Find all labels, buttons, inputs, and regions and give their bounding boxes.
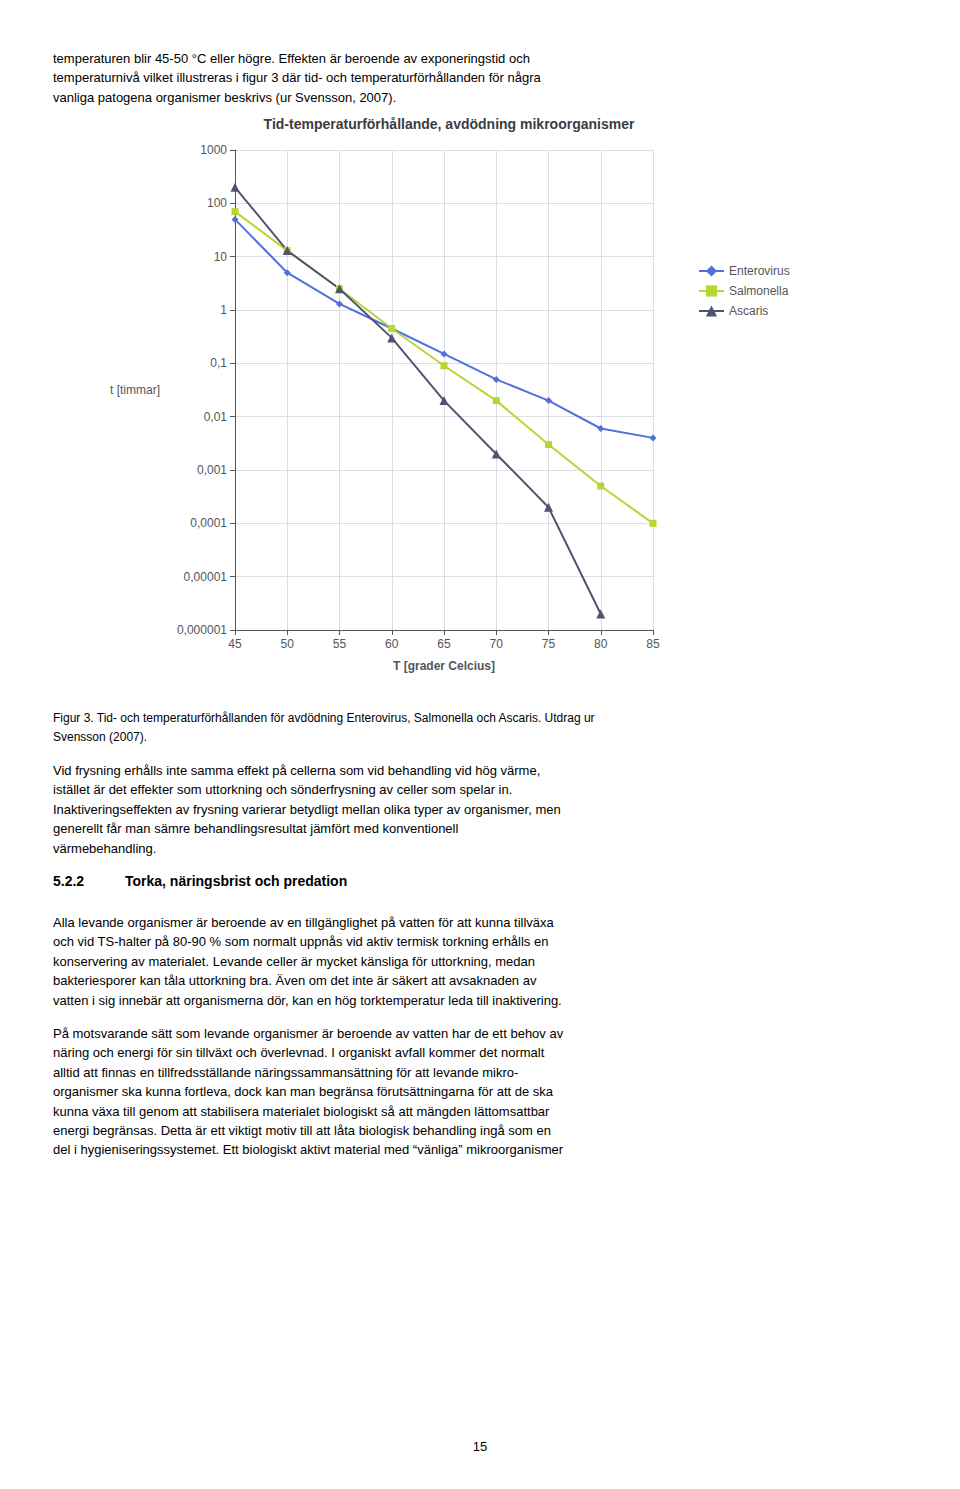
svg-text:60: 60 <box>385 637 399 651</box>
svg-text:0,0001: 0,0001 <box>190 516 227 530</box>
svg-text:Vid frysning erhålls inte samm: Vid frysning erhålls inte samma effekt p… <box>53 763 540 778</box>
svg-text:värmebehandling.: värmebehandling. <box>53 841 156 856</box>
svg-text:energi begränsas. Detta är ett: energi begränsas. Detta är ett viktigt m… <box>53 1123 551 1138</box>
svg-text:85: 85 <box>646 637 660 651</box>
svg-text:alltid att finnas en tillfreds: alltid att finnas en tillfredsställande … <box>53 1065 518 1080</box>
svg-text:Enterovirus: Enterovirus <box>729 264 790 278</box>
svg-text:vatten i sig innebär att organ: vatten i sig innebär att organismerna dö… <box>53 993 562 1008</box>
svg-text:konservering av materialet. Le: konservering av materialet. Levande cell… <box>53 954 535 969</box>
svg-text:1000: 1000 <box>200 143 227 157</box>
svg-text:Inaktiveringseffekten av frysn: Inaktiveringseffekten av frysning varier… <box>53 802 561 817</box>
svg-text:100: 100 <box>207 196 227 210</box>
svg-text:Alla levande organismer är ber: Alla levande organismer är beroende av e… <box>53 915 555 930</box>
svg-text:kunna växa till genom att stab: kunna växa till genom att stabilisera ma… <box>53 1104 550 1119</box>
svg-text:vanliga patogena organismer be: vanliga patogena organismer beskrivs (ur… <box>53 90 396 105</box>
svg-text:Torka, näringsbrist och predat: Torka, näringsbrist och predation <box>125 873 347 889</box>
svg-text:10: 10 <box>214 250 228 264</box>
svg-text:Salmonella: Salmonella <box>729 284 789 298</box>
svg-text:del i hygieniseringssystemet.: del i hygieniseringssystemet. Ett biolog… <box>53 1142 564 1157</box>
svg-text:0,01: 0,01 <box>204 410 228 424</box>
svg-text:5.2.2: 5.2.2 <box>53 873 84 889</box>
svg-text:istället är det effekter som u: istället är det effekter som uttorkning … <box>53 782 512 797</box>
svg-text:0,000001: 0,000001 <box>177 623 227 637</box>
svg-text:temperaturen blir 45-50 °C ell: temperaturen blir 45-50 °C eller högre. … <box>53 51 530 66</box>
svg-text:45: 45 <box>228 637 242 651</box>
svg-text:Tid-temperaturförhållande, avd: Tid-temperaturförhållande, avdödning mik… <box>264 116 635 132</box>
svg-text:Svensson (2007).: Svensson (2007). <box>53 730 147 744</box>
svg-text:På motsvarande sätt som levand: På motsvarande sätt som levande organism… <box>53 1026 564 1041</box>
svg-text:Ascaris: Ascaris <box>729 304 768 318</box>
svg-text:0,001: 0,001 <box>197 463 227 477</box>
svg-text:0,00001: 0,00001 <box>184 570 228 584</box>
svg-text:80: 80 <box>594 637 608 651</box>
svg-text:organismer ska kunna fortleva,: organismer ska kunna fortleva, dock kan … <box>53 1084 554 1099</box>
svg-text:Figur 3. Tid- och temperaturfö: Figur 3. Tid- och temperaturförhållanden… <box>53 711 595 725</box>
svg-text:näring och energi för sin till: näring och energi för sin tillväxt och ö… <box>53 1045 545 1060</box>
svg-text:55: 55 <box>333 637 347 651</box>
svg-text:och vid TS-halter på 80-90 % s: och vid TS-halter på 80-90 % som normalt… <box>53 934 548 949</box>
svg-text:temperaturnivå vilket illustre: temperaturnivå vilket illustreras i figu… <box>53 70 542 85</box>
svg-text:15: 15 <box>473 1439 487 1454</box>
svg-text:t [timmar]: t [timmar] <box>110 383 160 397</box>
svg-text:bakteriesporer kan tåla uttork: bakteriesporer kan tåla uttorkning bra. … <box>53 973 537 988</box>
svg-text:0,1: 0,1 <box>210 356 227 370</box>
svg-text:70: 70 <box>490 637 504 651</box>
svg-text:T [grader Celcius]: T [grader Celcius] <box>393 659 495 673</box>
svg-text:1: 1 <box>220 303 227 317</box>
svg-text:50: 50 <box>281 637 295 651</box>
svg-text:generellt får man sämre behand: generellt får man sämre behandlingsresul… <box>53 821 458 836</box>
svg-text:65: 65 <box>437 637 451 651</box>
svg-text:75: 75 <box>542 637 556 651</box>
